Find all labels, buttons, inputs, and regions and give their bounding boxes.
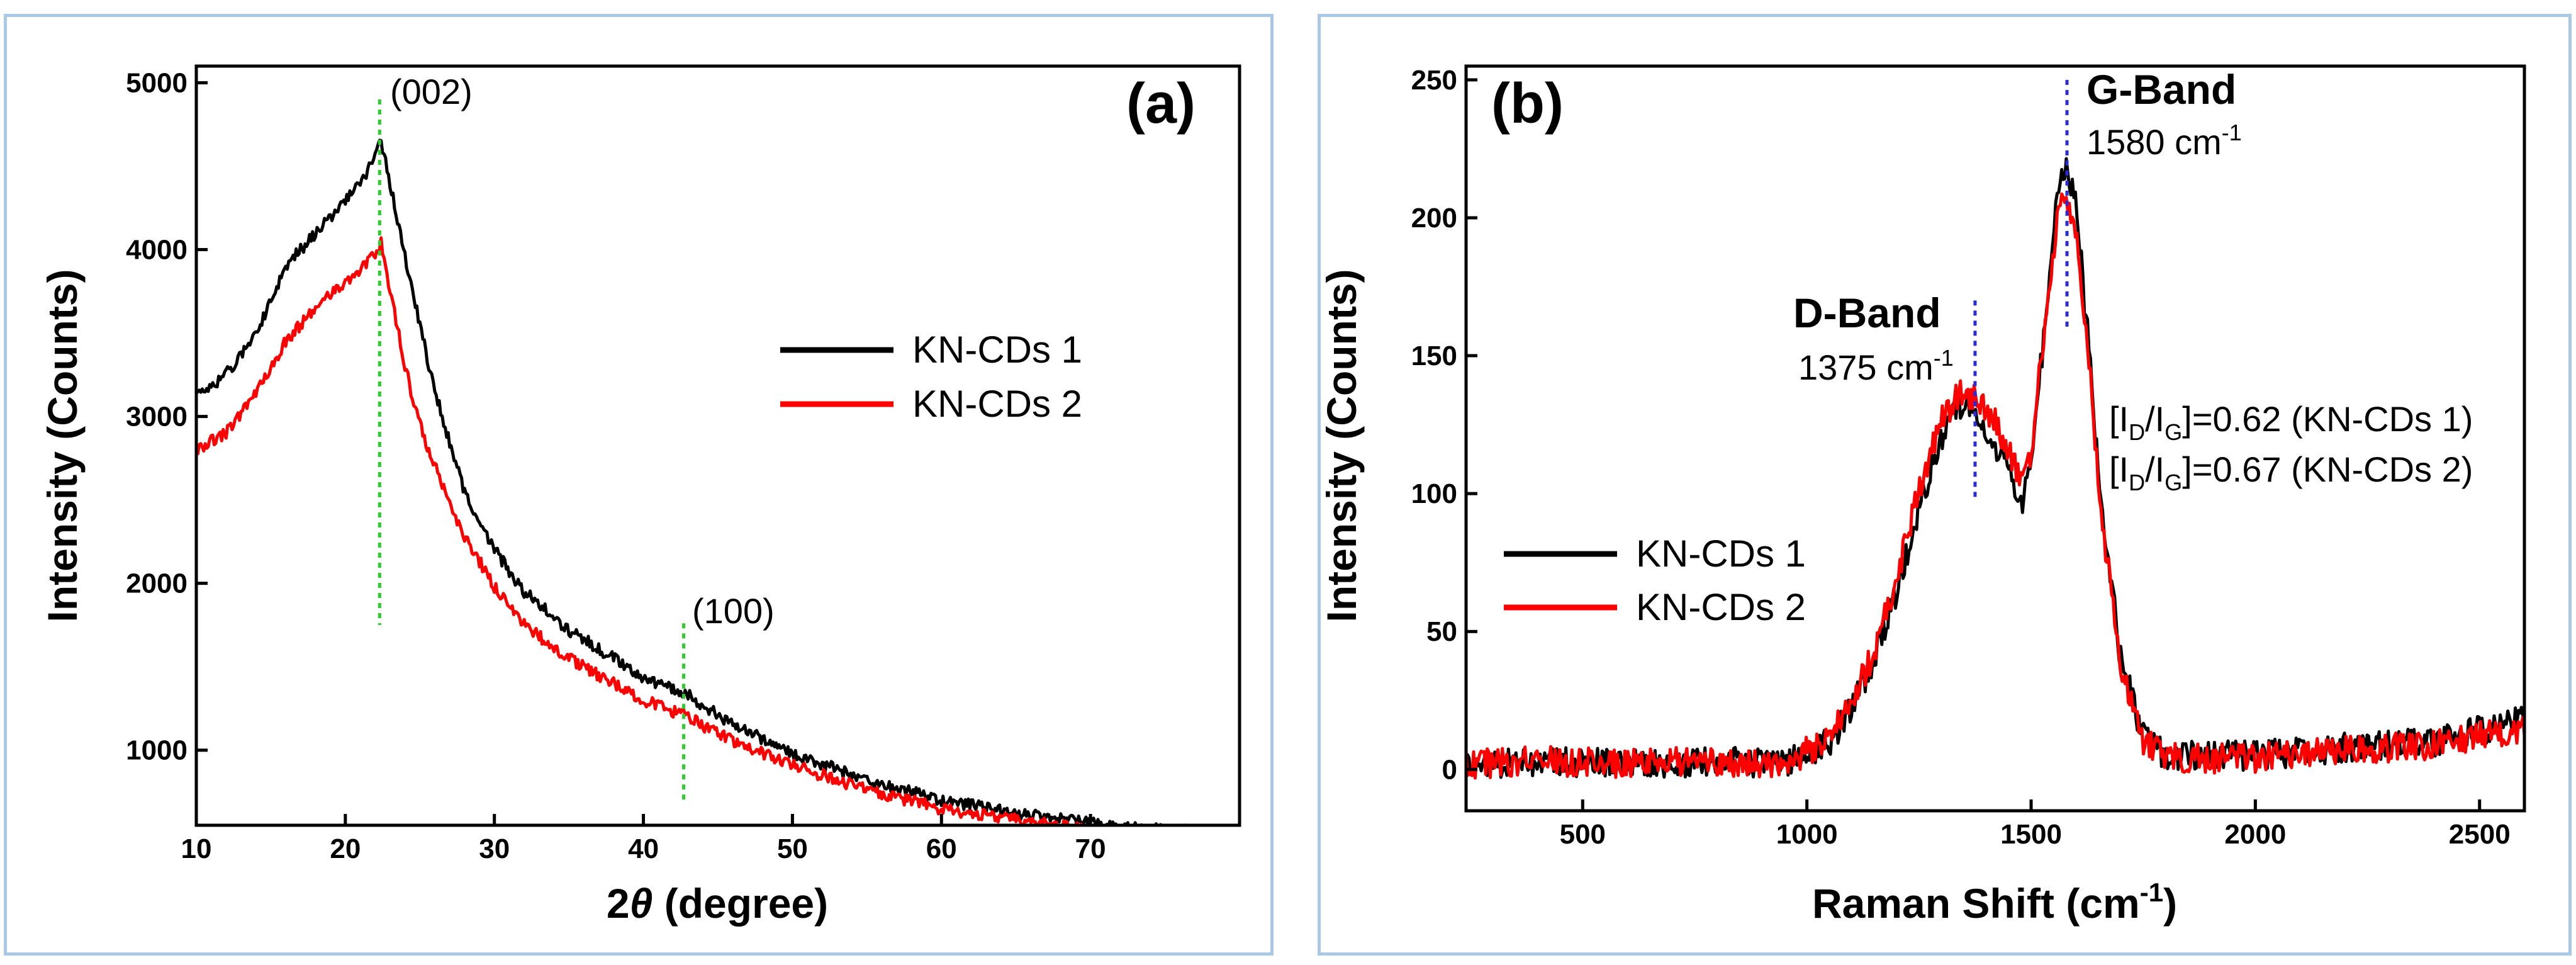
xrd-legend: KN-CDs 1 KN-CDs 2 bbox=[780, 329, 1082, 425]
xrd-x-tick-label: 20 bbox=[330, 833, 361, 864]
xrd-series-1 bbox=[196, 138, 1194, 825]
raman-x-tick-label: 2000 bbox=[2224, 819, 2286, 850]
xrd-y-tick-label: 3000 bbox=[126, 402, 188, 432]
xrd-x-tick-label: 70 bbox=[1075, 833, 1106, 864]
raman-y-tick-label: 100 bbox=[1411, 478, 1457, 509]
raman-legend: KN-CDs 1 KN-CDs 2 bbox=[1504, 533, 1806, 628]
xrd-chart: 10 20 30 40 50 60 70 1000 2000 3000 4000 5000 (a) (… bbox=[39, 64, 1241, 927]
xrd-x-axis-title: 2θ (degree) bbox=[607, 880, 828, 927]
xrd-x-tick-label: 40 bbox=[628, 833, 659, 864]
raman-y-tick-label: 0 bbox=[1442, 754, 1457, 785]
xrd-x-tick-label: 60 bbox=[926, 833, 957, 864]
peak-100-label: (100) bbox=[692, 591, 775, 631]
peak-002-label: (002) bbox=[390, 72, 473, 111]
raman-x-axis-title: Raman Shift (cm-1) bbox=[1812, 878, 2177, 927]
raman-chart: 500 1000 1500 2000 2500 0 50 100 150 200 250 (b) D… bbox=[1318, 64, 2526, 927]
xrd-y-tick-label: 1000 bbox=[126, 735, 188, 766]
raman-x-tick-label: 1000 bbox=[1776, 819, 1838, 850]
raman-x-tick-label: 2500 bbox=[2449, 819, 2511, 850]
panel-b-label: (b) bbox=[1491, 72, 1564, 135]
legend-label-kn-cds-2: KN-CDs 2 bbox=[1636, 586, 1806, 628]
legend-label-kn-cds-1: KN-CDs 1 bbox=[912, 329, 1082, 371]
raman-plot-frame bbox=[1464, 64, 2526, 813]
raman-y-axis-title: Intensity (Counts) bbox=[1318, 269, 1365, 623]
raman-y-tick-label: 150 bbox=[1411, 341, 1457, 371]
g-band-value: 1580 cm-1 bbox=[2086, 120, 2242, 162]
xrd-y-tick-label: 2000 bbox=[126, 568, 188, 599]
xrd-y-axis-title: Intensity (Counts) bbox=[39, 269, 86, 623]
xrd-y-tick-label: 4000 bbox=[126, 235, 188, 266]
d-band-label: D-Band bbox=[1793, 290, 1941, 336]
id-ig-ratio-kn-cds-2: [ID/IG]=0.67 (KN-CDs 2) bbox=[2109, 449, 2473, 495]
legend-label-kn-cds-1: KN-CDs 1 bbox=[1636, 533, 1806, 575]
xrd-series-2 bbox=[196, 236, 1119, 825]
xrd-x-tick-label: 10 bbox=[181, 833, 212, 864]
d-band-value: 1375 cm-1 bbox=[1798, 345, 1954, 387]
xrd-x-tick-label: 30 bbox=[479, 833, 510, 864]
id-ig-ratio-kn-cds-1: [ID/IG]=0.62 (KN-CDs 1) bbox=[2109, 399, 2473, 445]
g-band-label: G-Band bbox=[2086, 66, 2236, 113]
panel-a-label: (a) bbox=[1126, 72, 1196, 135]
xrd-y-tick-label: 5000 bbox=[126, 68, 188, 99]
raman-series-2 bbox=[1466, 192, 2524, 780]
legend-label-kn-cds-2: KN-CDs 2 bbox=[912, 383, 1082, 425]
raman-y-tick-label: 200 bbox=[1411, 203, 1457, 234]
xrd-x-tick-label: 50 bbox=[777, 833, 808, 864]
xrd-plot-frame bbox=[194, 64, 1241, 827]
raman-y-tick-label: 50 bbox=[1426, 616, 1457, 647]
raman-x-tick-label: 1500 bbox=[2000, 819, 2062, 850]
raman-x-tick-label: 500 bbox=[1560, 819, 1606, 850]
panel-b-frame bbox=[1318, 14, 2572, 956]
raman-y-tick-label: 250 bbox=[1411, 65, 1457, 96]
panel-a-frame bbox=[4, 14, 1274, 956]
